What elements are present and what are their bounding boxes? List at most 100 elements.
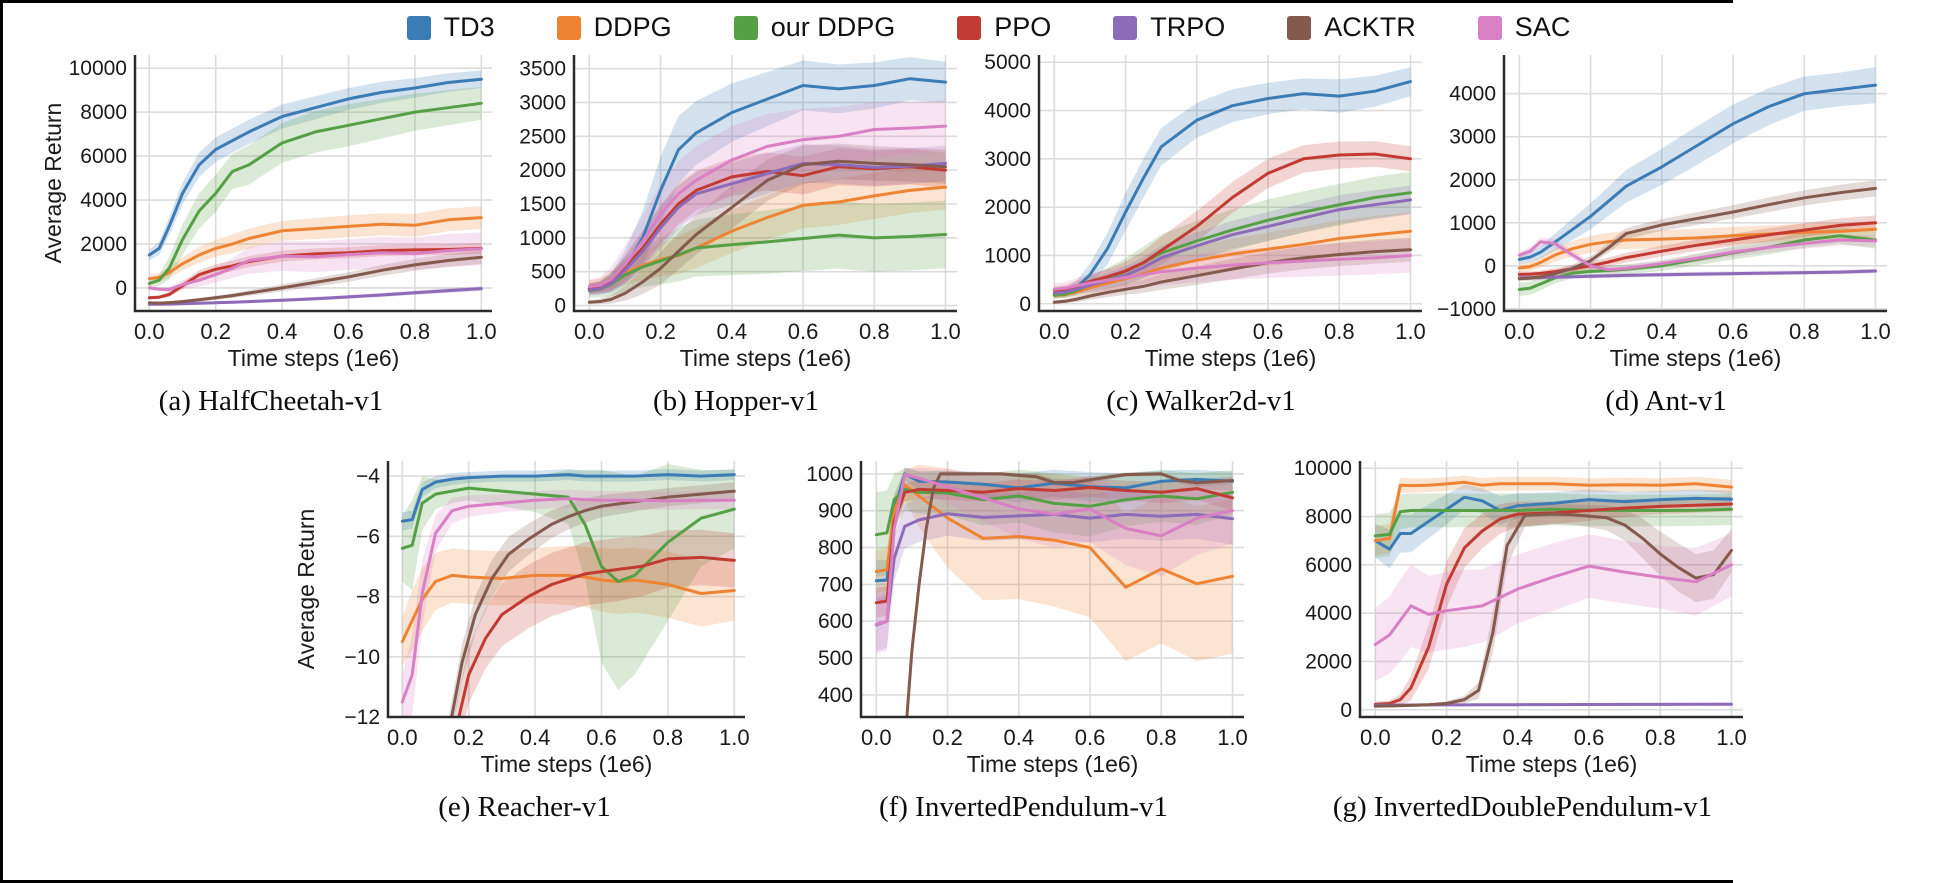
svg-text:Time steps (1e6): Time steps (1e6) xyxy=(967,751,1139,777)
legend-item-ppo: PPO xyxy=(957,14,1051,41)
legend-label: DDPG xyxy=(593,12,672,42)
svg-text:1.0: 1.0 xyxy=(1395,319,1426,344)
chart-series-group xyxy=(1517,67,1877,296)
svg-text:−8: −8 xyxy=(356,586,380,609)
charts-row-1: 0 2000 4000 6000 8000 10000 0.0 0.2 0.4 0.6 0.8 1.0… xyxy=(0,43,1937,423)
chart-walker2d: 0 1000 2000 3000 4000 5000 0.0 0.2 0.4 0.6 0.8 1.0 T… xyxy=(969,43,1434,423)
svg-text:0.0: 0.0 xyxy=(1039,319,1070,344)
svg-text:0: 0 xyxy=(554,295,566,318)
svg-text:0.8: 0.8 xyxy=(399,319,430,344)
legend-item-ddpg: DDPG xyxy=(556,12,672,42)
svg-text:0.6: 0.6 xyxy=(1574,725,1605,750)
svg-text:0.0: 0.0 xyxy=(133,319,164,344)
svg-text:0.8: 0.8 xyxy=(1788,319,1819,344)
svg-text:6000: 6000 xyxy=(80,145,127,168)
chart-canvas-ant: −1000 0 1000 2000 3000 4000 0.0 0.2 0.4 0.6 0.8 1.0… xyxy=(1437,55,1890,371)
chart-caption: (a) HalfCheetah-v1 xyxy=(158,385,384,417)
svg-text:0.8: 0.8 xyxy=(1645,725,1676,750)
svg-text:Average Return: Average Return xyxy=(40,103,66,264)
chart-hopper: 0 500 1000 1500 2000 2500 3000 3500 0.0 0.2 0.4 0.6… xyxy=(504,43,969,423)
svg-text:3000: 3000 xyxy=(1449,126,1496,149)
svg-text:2000: 2000 xyxy=(1305,650,1352,673)
svg-text:−10: −10 xyxy=(344,646,380,669)
svg-text:600: 600 xyxy=(818,610,853,633)
chart-caption: (c) Walker2d-v1 xyxy=(1106,385,1296,417)
svg-text:0.2: 0.2 xyxy=(200,319,231,344)
svg-text:0.4: 0.4 xyxy=(520,725,551,750)
svg-text:0.4: 0.4 xyxy=(266,319,297,344)
chart-series-group xyxy=(874,464,1234,717)
chart-caption: (f) InvertedPendulum-v1 xyxy=(878,791,1169,823)
ppo-swatch-icon xyxy=(957,15,982,40)
legend-item-trpo: TRPO xyxy=(1113,14,1225,41)
legend-label: our DDPG xyxy=(770,12,896,42)
chart-series-group xyxy=(147,70,483,306)
svg-text:2500: 2500 xyxy=(519,125,566,148)
svg-text:0.6: 0.6 xyxy=(1717,319,1748,344)
svg-text:Time steps (1e6): Time steps (1e6) xyxy=(679,345,851,371)
chart-invertedpendulum: 400 500 600 700 800 900 1000 0.0 0.2 0.4 0.6 0.8 1.0… xyxy=(791,449,1256,829)
svg-text:1.0: 1.0 xyxy=(465,319,496,344)
svg-text:1.0: 1.0 xyxy=(930,319,961,344)
svg-text:0.4: 0.4 xyxy=(1502,725,1533,750)
svg-text:3000: 3000 xyxy=(984,148,1031,171)
svg-text:0: 0 xyxy=(1484,255,1496,278)
svg-text:800: 800 xyxy=(818,537,853,560)
svg-text:0.6: 0.6 xyxy=(586,725,617,750)
svg-text:0.2: 0.2 xyxy=(645,319,676,344)
frame-border-top xyxy=(0,0,1733,3)
svg-text:10000: 10000 xyxy=(1294,457,1352,480)
svg-text:0.6: 0.6 xyxy=(787,319,818,344)
svg-text:1000: 1000 xyxy=(984,244,1031,267)
svg-text:2000: 2000 xyxy=(80,233,127,256)
chart-series-group xyxy=(1373,475,1733,708)
svg-text:0.0: 0.0 xyxy=(574,319,605,344)
svg-text:−6: −6 xyxy=(356,525,380,548)
svg-text:0.0: 0.0 xyxy=(1504,319,1535,344)
svg-text:−1000: −1000 xyxy=(1437,298,1496,321)
chart-inverteddoublependulum: 0 2000 4000 6000 8000 10000 0.0 0.2 0.4 0.6 0.8 1.0… xyxy=(1290,449,1755,829)
chart-canvas-invertedpendulum: 400 500 600 700 800 900 1000 0.0 0.2 0.4 0.6 0.8 1.0… xyxy=(806,461,1248,777)
svg-text:0.8: 0.8 xyxy=(858,319,889,344)
svg-text:0.0: 0.0 xyxy=(387,725,418,750)
chart-canvas-halfcheetah: 0 2000 4000 6000 8000 10000 0.0 0.2 0.4 0.6 0.8 1.0… xyxy=(40,55,496,371)
legend-label: PPO xyxy=(994,12,1052,42)
svg-text:0: 0 xyxy=(1019,293,1031,316)
chart-caption: (d) Ant-v1 xyxy=(1605,385,1727,417)
svg-text:8000: 8000 xyxy=(1305,506,1352,529)
svg-text:0: 0 xyxy=(1340,699,1352,722)
svg-text:3500: 3500 xyxy=(519,58,566,81)
svg-text:0.0: 0.0 xyxy=(1360,725,1391,750)
chart-reacher: −12 −10 −8 −6 −4 0.0 0.2 0.4 0.6 0.8 1.0 Time steps… xyxy=(292,449,757,829)
svg-text:0.2: 0.2 xyxy=(932,725,963,750)
svg-text:1.0: 1.0 xyxy=(1716,725,1747,750)
svg-text:1500: 1500 xyxy=(519,193,566,216)
svg-text:Time steps (1e6): Time steps (1e6) xyxy=(227,345,399,371)
svg-text:2000: 2000 xyxy=(984,196,1031,219)
svg-text:0: 0 xyxy=(115,277,127,300)
svg-text:400: 400 xyxy=(818,684,853,707)
sac-swatch-icon xyxy=(1477,15,1502,40)
svg-text:Average Return: Average Return xyxy=(293,509,319,670)
svg-text:Time steps (1e6): Time steps (1e6) xyxy=(1609,345,1781,371)
frame-border-left xyxy=(0,0,3,883)
chart-caption: (e) Reacher-v1 xyxy=(438,791,611,823)
svg-text:4000: 4000 xyxy=(1305,602,1352,625)
chart-series-group xyxy=(400,464,736,717)
svg-text:8000: 8000 xyxy=(80,101,127,124)
legend-item-our-ddpg: our DDPG xyxy=(733,12,896,42)
svg-text:Time steps (1e6): Time steps (1e6) xyxy=(1144,345,1316,371)
svg-text:700: 700 xyxy=(818,573,853,596)
svg-text:0.6: 0.6 xyxy=(1252,319,1283,344)
svg-text:6000: 6000 xyxy=(1305,554,1352,577)
svg-text:0.2: 0.2 xyxy=(1110,319,1141,344)
svg-text:0.4: 0.4 xyxy=(716,319,747,344)
chart-canvas-hopper: 0 500 1000 1500 2000 2500 3000 3500 0.0 0.2 0.4 0.6… xyxy=(519,55,961,371)
svg-text:−4: −4 xyxy=(356,465,380,488)
legend-label: TD3 xyxy=(443,12,495,42)
svg-text:0.4: 0.4 xyxy=(1181,319,1212,344)
legend-item-td3: TD3 xyxy=(406,12,495,42)
legend-item-acktr: ACKTR xyxy=(1287,14,1416,41)
svg-text:0.4: 0.4 xyxy=(1003,725,1034,750)
